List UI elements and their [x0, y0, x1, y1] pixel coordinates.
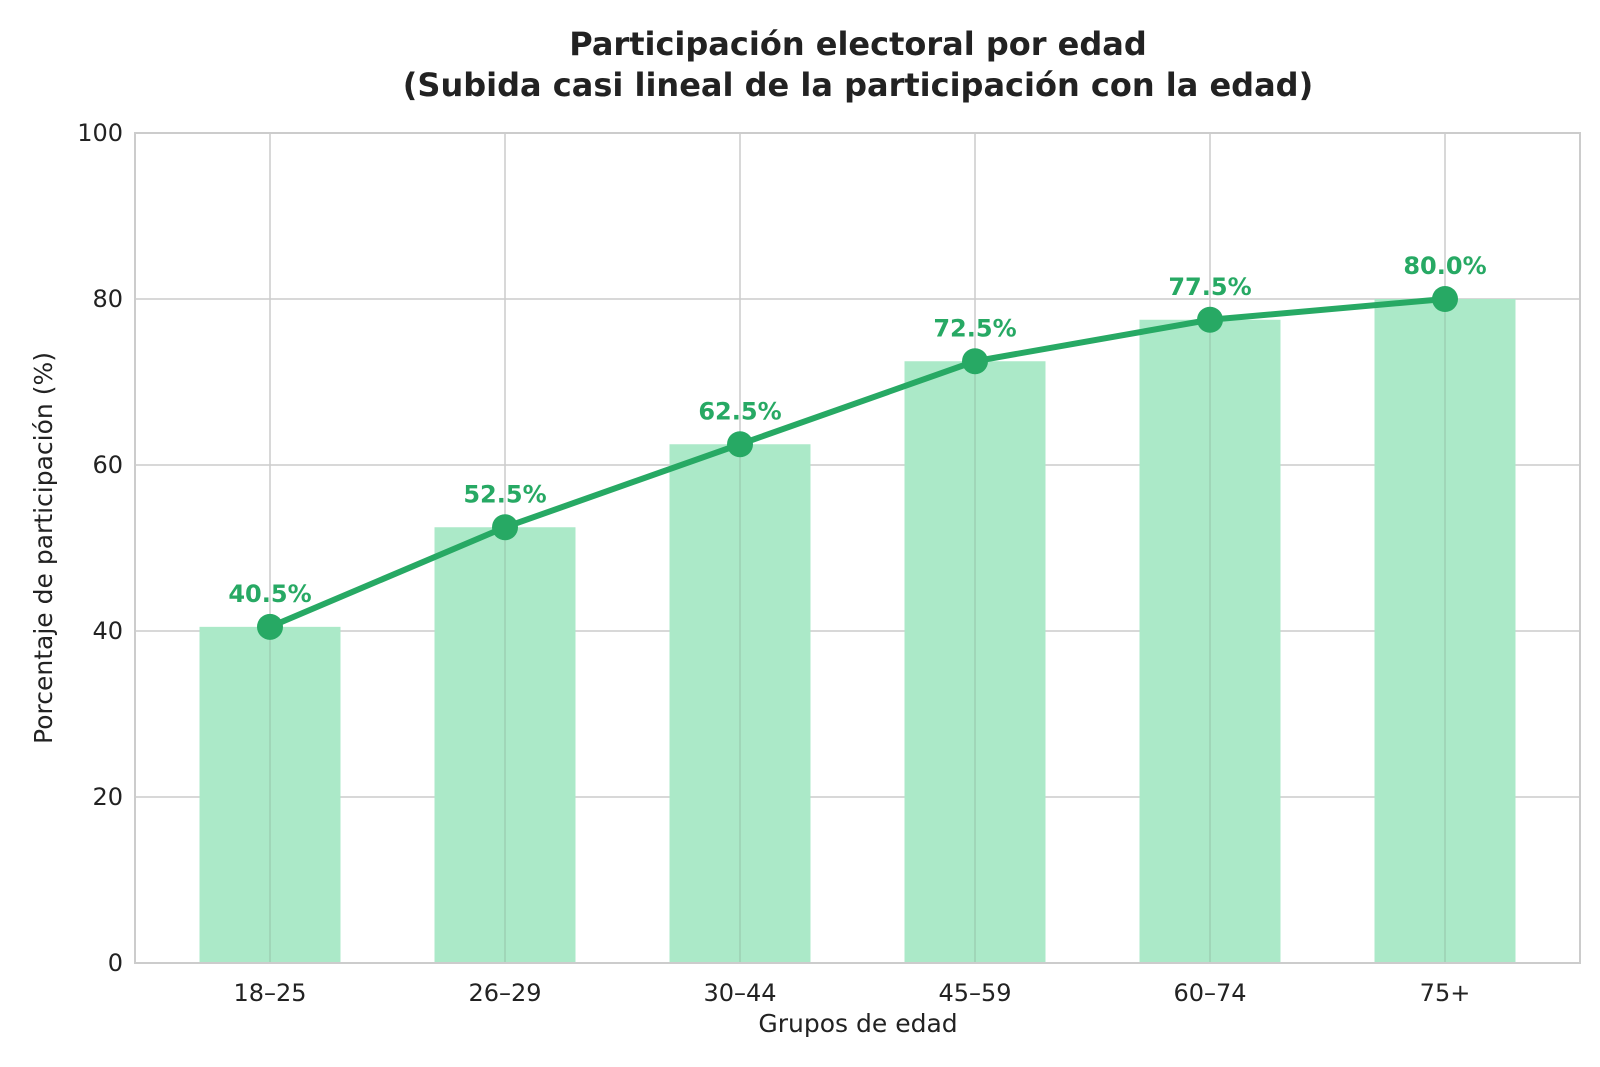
x-tick-label: 18–25	[233, 979, 306, 1007]
data-label: 62.5%	[698, 397, 781, 425]
x-axis-label: Grupos de edad	[758, 1009, 957, 1038]
bar-gridline-overlay	[269, 299, 1446, 963]
marker-75+	[1432, 286, 1458, 312]
y-axis-ticks: 0 20 40 60 80 100	[77, 119, 123, 977]
y-tick-label: 40	[92, 617, 123, 645]
line-markers	[257, 286, 1458, 640]
x-tick-label: 60–74	[1173, 979, 1246, 1007]
chart-title: Participación electoral por edad	[569, 25, 1147, 63]
y-tick-label: 0	[108, 949, 123, 977]
plot-area	[135, 133, 1580, 963]
data-label: 80.0%	[1403, 252, 1486, 280]
data-label: 77.5%	[1168, 273, 1251, 301]
data-label: 72.5%	[933, 314, 1016, 342]
x-tick-label: 30–44	[703, 979, 776, 1007]
marker-26–29	[492, 514, 518, 541]
y-tick-label: 80	[92, 285, 123, 313]
data-label: 40.5%	[228, 580, 311, 608]
y-tick-label: 20	[92, 783, 123, 811]
y-tick-label: 60	[92, 451, 123, 479]
y-tick-label: 100	[77, 119, 123, 147]
marker-60–74	[1197, 306, 1223, 333]
y-axis-label: Porcentaje de participación (%)	[29, 352, 58, 744]
chart-subtitle: (Subida casi lineal de la participación …	[403, 66, 1313, 104]
turnout-line	[268, 296, 1446, 630]
plot-frame	[134, 132, 1581, 964]
x-axis-ticks: 18–25 26–29 30–44 45–59 60–74 75+	[233, 979, 1470, 1007]
data-labels: 40.5% 52.5% 62.5% 72.5% 77.5% 80.0%	[228, 252, 1486, 608]
data-label: 52.5%	[463, 480, 546, 508]
marker-45–59	[962, 348, 988, 375]
marker-30–44	[727, 431, 753, 458]
x-tick-label: 45–59	[938, 979, 1011, 1007]
x-tick-label: 75+	[1420, 979, 1471, 1007]
x-tick-label: 26–29	[468, 979, 541, 1007]
marker-18–25	[257, 613, 283, 640]
